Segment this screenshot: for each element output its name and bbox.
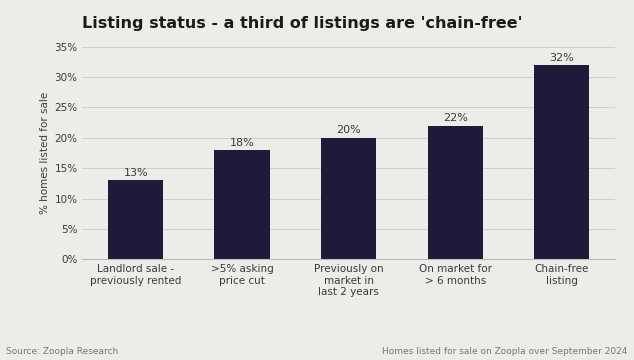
Text: 20%: 20% (336, 125, 361, 135)
Text: 18%: 18% (230, 138, 255, 148)
Text: 13%: 13% (124, 168, 148, 178)
Bar (108, 180, 164, 259)
Text: Source: Zoopla Research: Source: Zoopla Research (6, 347, 119, 356)
Text: Listing status - a third of listings are 'chain-free': Listing status - a third of listings are… (82, 15, 523, 31)
Bar (321, 138, 377, 259)
Bar (214, 150, 270, 259)
Text: 22%: 22% (443, 113, 468, 123)
Text: Homes listed for sale on Zoopla over September 2024: Homes listed for sale on Zoopla over Sep… (382, 347, 628, 356)
Bar (534, 65, 590, 259)
Text: 32%: 32% (549, 53, 574, 63)
Bar (427, 126, 483, 259)
Y-axis label: % homes listed for sale: % homes listed for sale (41, 92, 50, 214)
